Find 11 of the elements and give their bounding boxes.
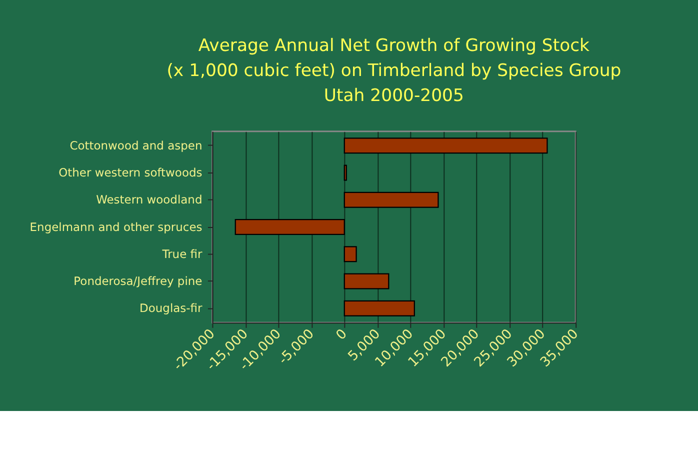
y-tick-label: True fir — [161, 246, 203, 261]
y-tick-label: Douglas-fir — [140, 301, 203, 316]
y-tick-label: Western woodland — [96, 192, 202, 207]
y-tick-label: Ponderosa/Jeffrey pine — [74, 274, 202, 288]
text: Average Annual Net Growth of Growing Stock — [198, 36, 590, 56]
y-tick-label: Other western softwoods — [58, 166, 202, 180]
y-tick-label: Cottonwood and aspen — [70, 138, 202, 152]
x-tick-label: 0 — [334, 326, 350, 344]
y-tick-label: Engelmann and other spruces — [30, 220, 202, 234]
text: (x 1,000 cubic feet) on Timberland by Species Group — [166, 60, 622, 81]
text: Utah 2000-2005 — [324, 86, 464, 106]
